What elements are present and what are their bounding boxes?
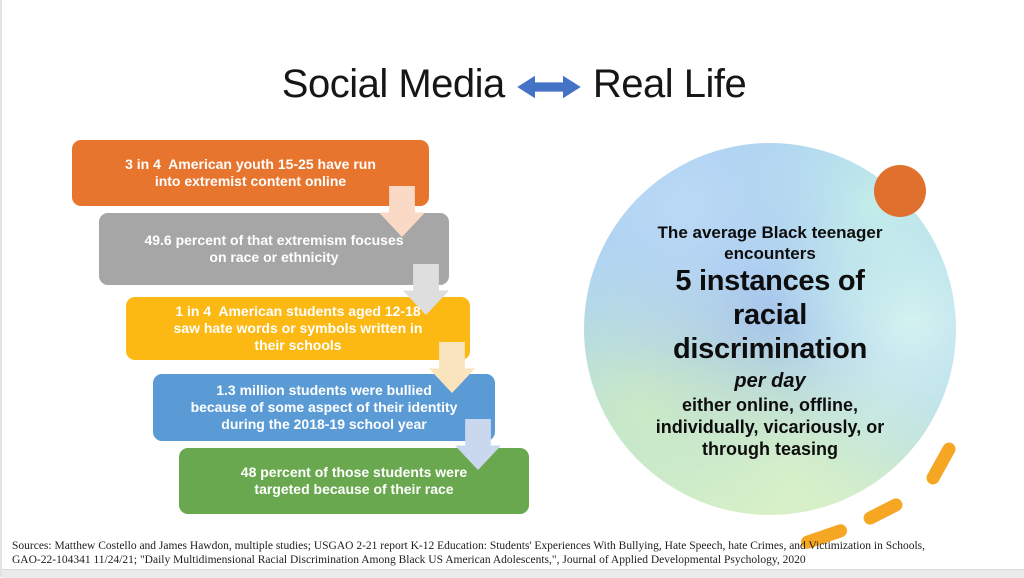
stat-box-line: 3 in 4 American youth 15-25 have run (125, 156, 376, 172)
stat-box-line: 1 in 4 American students aged 12-18 (175, 303, 421, 319)
stat-box-line: 49.6 percent of that extremism focuses (144, 232, 404, 248)
infographic-detail-line: through teasing (702, 439, 838, 459)
stat-box-hate-words: 1 in 4 American students aged 12-18 saw … (126, 297, 470, 360)
title-right-text: Real Life (592, 61, 747, 106)
stat-box-targeted-race: 48 percent of those students were target… (179, 448, 529, 514)
infographic-intro-line: The average Black teenager (657, 223, 883, 242)
infographic-qualifier: per day (734, 370, 806, 392)
stat-box-extremist-content: 3 in 4 American youth 15-25 have run int… (72, 140, 429, 206)
infographic-stat-line: discrimination (673, 333, 867, 365)
stat-box-line: targeted because of their race (254, 481, 454, 497)
bottom-strip (2, 569, 1024, 578)
stat-box-extremism-race: 49.6 percent of that extremism focuses o… (99, 213, 449, 285)
title-left-text: Social Media (281, 61, 506, 106)
stat-box-line: 48 percent of those students were (240, 464, 468, 480)
stat-box-line: because of some aspect of their identity (190, 399, 458, 415)
infographic-stat-line: 5 instances of (675, 265, 865, 297)
sources-note: Sources: Matthew Costello and James Hawd… (12, 539, 1016, 567)
stat-box-line: saw hate words or symbols written in (173, 320, 423, 336)
stat-box-line: 1.3 million students were bullied (216, 382, 432, 398)
stat-box-bullied-students: 1.3 million students were bullied becaus… (153, 374, 495, 441)
infographic-intro-line: encounters (724, 244, 816, 263)
stat-box-line: on race or ethnicity (209, 249, 339, 265)
sources-line: GAO-22-104341 11/24/21; "Daily Multidime… (12, 554, 806, 566)
infographic-text: The average Black teenager encounters 5 … (605, 222, 935, 460)
infographic-detail-line: individually, vicariously, or (655, 417, 885, 437)
orange-dot-icon (874, 165, 926, 217)
dash-arc-segment (861, 496, 905, 527)
sources-line: Sources: Matthew Costello and James Hawd… (12, 540, 925, 552)
stat-box-line: their schools (254, 337, 342, 353)
infographic-stat-line: racial (733, 299, 807, 331)
stat-box-line: into extremist content online (154, 173, 347, 189)
double-arrow-icon (517, 75, 581, 99)
slide-title: Social Media Real Life (2, 58, 1024, 110)
infographic-detail-line: either online, offline, (681, 395, 858, 415)
stat-box-line: during the 2018-19 school year (221, 416, 427, 432)
